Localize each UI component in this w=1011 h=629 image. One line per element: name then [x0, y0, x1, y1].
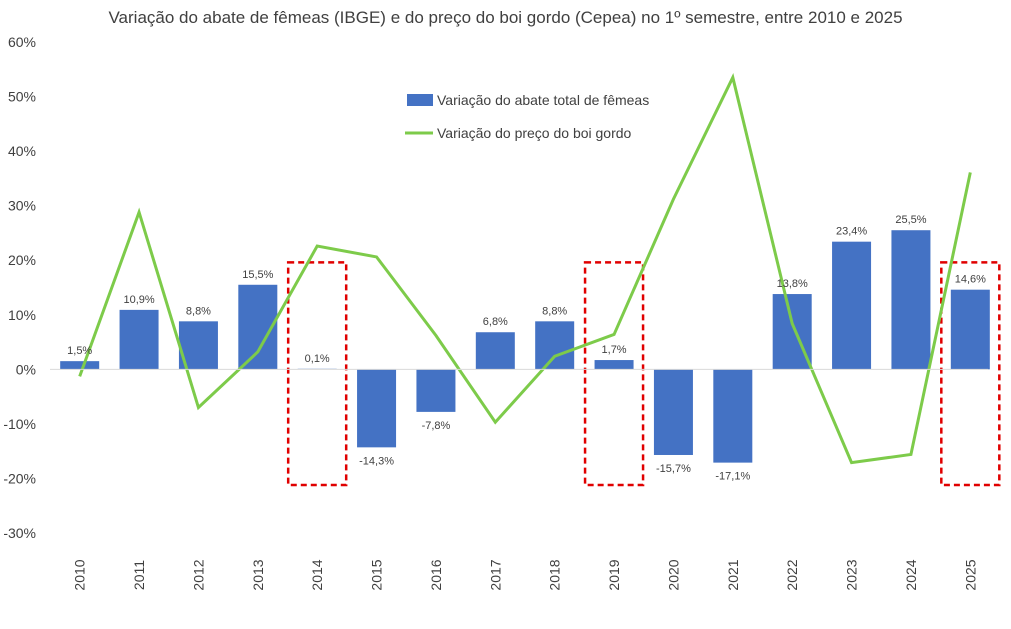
- data-label-2020: -15,7%: [656, 463, 691, 475]
- bar-series: [60, 230, 990, 463]
- data-label-2018: 8,8%: [542, 305, 567, 317]
- data-label-2016: -7,8%: [422, 420, 451, 432]
- x-tick-label: 2025: [962, 559, 978, 590]
- highlight-box-2019: [583, 261, 645, 487]
- y-tick-label: -20%: [3, 470, 36, 486]
- x-tick-label: 2012: [190, 559, 206, 590]
- x-tick-label: 2023: [844, 559, 860, 590]
- chart-title: Variação do abate de fêmeas (IBGE) e do …: [108, 8, 903, 27]
- data-label-2011: 10,9%: [123, 294, 154, 306]
- data-label-2022: 13,8%: [777, 278, 808, 290]
- price-line: [78, 73, 972, 465]
- y-tick-label: -30%: [3, 525, 36, 541]
- x-tick-label: 2011: [131, 560, 147, 590]
- bar-2020: [653, 369, 693, 455]
- bar-2023: [832, 241, 872, 370]
- y-tick-label: 60%: [8, 34, 36, 50]
- bar-2025: [950, 289, 990, 370]
- bar-2021: [713, 369, 753, 463]
- bar-2024: [891, 230, 931, 370]
- x-tick-label: 2014: [309, 559, 325, 590]
- data-label-2013: 15,5%: [242, 269, 273, 281]
- x-tick-label: 2013: [250, 559, 266, 590]
- data-label-2017: 6,8%: [483, 316, 508, 328]
- x-tick-label: 2018: [547, 559, 563, 590]
- data-label-2019: 1,7%: [602, 344, 627, 356]
- y-tick-label: -10%: [3, 416, 36, 432]
- data-label-2010: 1,5%: [67, 345, 92, 357]
- y-tick-label: 40%: [8, 143, 36, 159]
- data-label-2023: 23,4%: [836, 226, 867, 238]
- line-series: [78, 73, 972, 465]
- data-label-2021: -17,1%: [715, 471, 750, 483]
- x-axis: 2010 2011 2012 2013 2014 2015 2016 2017 2018 2019…: [50, 368, 988, 591]
- x-tick-label: 2015: [369, 559, 385, 590]
- y-tick-label: 0%: [16, 361, 36, 377]
- legend-line-label: Variação do preço do boi gordo: [437, 125, 632, 141]
- legend: Variação do abate total de fêmeas Variaç…: [405, 92, 649, 141]
- legend-bar-label: Variação do abate total de fêmeas: [437, 92, 649, 108]
- y-tick-label: 30%: [8, 198, 36, 214]
- legend-bar-swatch: [407, 94, 433, 106]
- x-tick-label: 2024: [903, 559, 919, 590]
- x-tick-label: 2019: [606, 559, 622, 590]
- bar-2017: [475, 332, 515, 370]
- y-tick-label: 10%: [8, 307, 36, 323]
- y-axis: 60% 50% 40% 30% 20% 10% 0% -10% -20% -30%: [3, 34, 36, 541]
- x-tick-label: 2017: [487, 559, 503, 590]
- data-label-2025: 14,6%: [955, 274, 986, 286]
- bar-2018: [535, 321, 575, 370]
- y-tick-label: 50%: [8, 89, 36, 105]
- data-labels: 1,5% 10,9% 8,8% 15,5% 0,1% -14,3% -7,8% 6,8% 8,8…: [67, 214, 986, 482]
- data-label-2024: 25,5%: [895, 214, 926, 226]
- bar-2016: [416, 369, 456, 412]
- x-tick-label: 2022: [784, 559, 800, 590]
- x-tick-label: 2021: [725, 559, 741, 590]
- bar-2010: [60, 361, 100, 370]
- x-tick-label: 2020: [665, 559, 681, 590]
- data-label-2012: 8,8%: [186, 305, 211, 317]
- x-tick-label: 2016: [428, 559, 444, 590]
- bar-2015: [357, 369, 397, 448]
- bar-2019: [594, 360, 634, 370]
- highlight-box-2014: [286, 261, 348, 487]
- data-label-2015: -14,3%: [359, 455, 394, 467]
- data-label-2014: 0,1%: [305, 353, 330, 365]
- bar-2011: [119, 309, 159, 370]
- y-tick-label: 20%: [8, 252, 36, 268]
- x-tick-label: 2010: [72, 559, 88, 590]
